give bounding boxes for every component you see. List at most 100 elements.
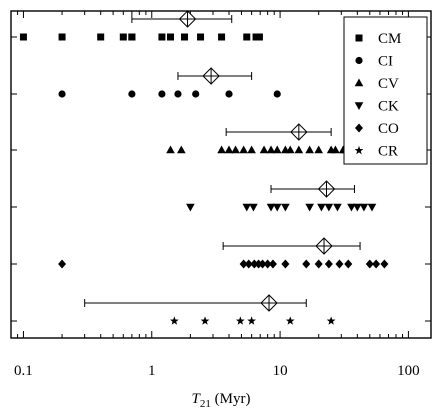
x-axis-title-main: T bbox=[192, 391, 202, 407]
data-point-ck bbox=[272, 203, 282, 212]
legend-label-cr: CR bbox=[378, 144, 398, 160]
legend-label-cv: CV bbox=[378, 76, 399, 92]
data-point-cr bbox=[235, 316, 245, 325]
data-point-cv bbox=[217, 145, 226, 154]
data-point-ck bbox=[347, 203, 356, 212]
legend-label-cm: CM bbox=[378, 31, 401, 47]
series-ck bbox=[186, 180, 377, 212]
x-tick-label: 0.1 bbox=[14, 363, 33, 379]
data-point-ck bbox=[242, 203, 252, 212]
data-point-cm bbox=[167, 33, 175, 41]
data-point-ck bbox=[359, 203, 369, 212]
axis-ticks bbox=[10, 11, 431, 338]
data-point-cr bbox=[247, 316, 256, 325]
data-point-cv bbox=[259, 145, 269, 154]
data-point-cv bbox=[314, 145, 324, 154]
data-point-co bbox=[250, 259, 259, 269]
data-point-co bbox=[372, 259, 381, 269]
data-point-cm bbox=[243, 33, 251, 41]
data-point-cv bbox=[239, 145, 248, 154]
data-point-ck bbox=[367, 203, 377, 212]
series-cr bbox=[84, 294, 336, 325]
legend-label-ci: CI bbox=[378, 54, 393, 70]
data-point-ck bbox=[333, 203, 342, 212]
data-point-ck bbox=[281, 203, 290, 212]
data-point-co bbox=[380, 259, 389, 269]
data-point-co bbox=[58, 259, 67, 269]
legend-label-co: CO bbox=[378, 121, 399, 137]
data-point-cr bbox=[169, 316, 179, 325]
data-point-co bbox=[268, 259, 277, 269]
data-point-co bbox=[365, 259, 374, 269]
legend: CM CI CV CK CO CR bbox=[343, 16, 428, 165]
data-point-co bbox=[239, 259, 248, 269]
data-point-cm bbox=[158, 33, 166, 41]
data-point-cm bbox=[255, 33, 263, 41]
data-point-cv bbox=[224, 145, 234, 154]
x-axis-title: T21 (Myr) bbox=[192, 391, 251, 410]
data-point-cv bbox=[294, 145, 304, 154]
data-point-cv bbox=[166, 145, 175, 154]
data-point-co bbox=[344, 259, 353, 269]
data-point-ci bbox=[128, 90, 136, 98]
x-axis-title-subscript: 21 bbox=[200, 398, 211, 410]
data-point-ck bbox=[317, 203, 326, 212]
data-point-ci bbox=[225, 90, 233, 98]
plot-frame bbox=[10, 10, 432, 339]
data-point-co bbox=[324, 259, 333, 269]
data-point-co bbox=[314, 259, 323, 269]
data-point-ck bbox=[266, 203, 276, 212]
data-point-cv bbox=[177, 145, 186, 154]
data-point-cv bbox=[285, 145, 295, 154]
legend-marker-co bbox=[355, 123, 363, 133]
data-point-ci bbox=[192, 90, 200, 98]
data-point-co bbox=[302, 259, 311, 269]
data-point-ci bbox=[58, 90, 66, 98]
legend-marker-cm bbox=[355, 34, 363, 42]
data-point-ck bbox=[353, 203, 362, 212]
legend-marker-cv bbox=[354, 78, 364, 87]
data-point-co bbox=[263, 259, 272, 269]
x-tick-label: 10 bbox=[273, 363, 288, 379]
data-point-cm bbox=[218, 33, 226, 41]
data-point-cm bbox=[97, 33, 105, 41]
data-point-cv bbox=[231, 145, 240, 154]
data-point-co bbox=[281, 259, 290, 269]
series-ci bbox=[58, 67, 281, 98]
data-point-co bbox=[258, 259, 267, 269]
legend-marker-ck bbox=[354, 102, 364, 110]
data-point-cv bbox=[247, 145, 256, 154]
series-layer bbox=[19, 11, 389, 325]
data-point-cr bbox=[285, 316, 295, 325]
data-point-cr bbox=[326, 316, 336, 325]
data-point-cv bbox=[266, 145, 276, 154]
data-point-cv bbox=[305, 145, 314, 154]
data-point-cv bbox=[331, 145, 340, 154]
legend-marker-cr bbox=[354, 145, 364, 155]
data-point-cm bbox=[197, 33, 205, 41]
data-point-cm bbox=[119, 33, 127, 41]
series-cv bbox=[166, 123, 350, 154]
data-point-ci bbox=[158, 90, 166, 98]
series-co bbox=[58, 237, 389, 269]
legend-marker-ci bbox=[355, 56, 363, 65]
data-point-ck bbox=[186, 203, 195, 212]
data-point-cm bbox=[181, 33, 189, 41]
data-point-ci bbox=[174, 90, 182, 98]
x-tick-labels: 0.1 1 10 100 bbox=[14, 363, 420, 379]
data-point-cm bbox=[128, 33, 136, 41]
data-point-cm bbox=[58, 33, 66, 41]
data-point-ck bbox=[249, 203, 258, 212]
data-point-co bbox=[335, 259, 344, 269]
data-point-cm bbox=[19, 33, 27, 41]
data-point-cr bbox=[200, 316, 210, 325]
x-axis-title-unit: (Myr) bbox=[211, 391, 251, 407]
data-point-ck bbox=[324, 203, 334, 212]
series-cm bbox=[19, 11, 263, 41]
data-point-ck bbox=[305, 203, 314, 212]
data-point-cv bbox=[272, 145, 282, 154]
x-tick-label: 1 bbox=[148, 363, 156, 379]
legend-label-ck: CK bbox=[378, 99, 399, 115]
data-point-ci bbox=[273, 90, 281, 98]
